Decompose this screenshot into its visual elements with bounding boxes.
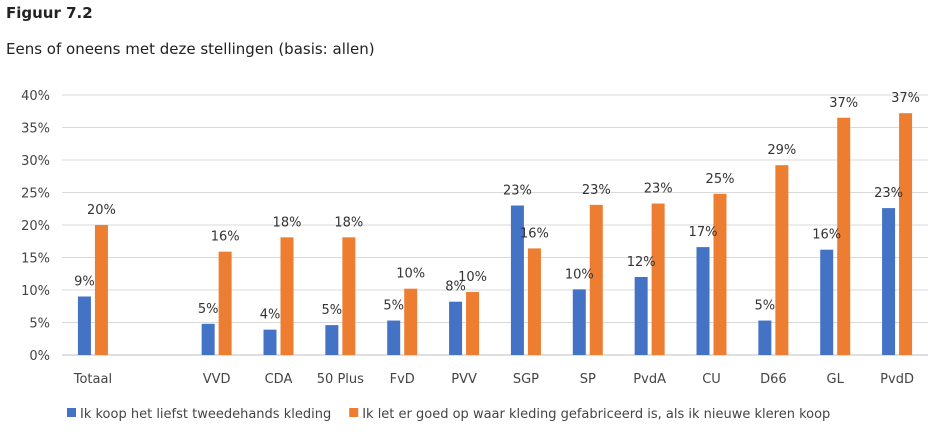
data-label: 18% (273, 215, 302, 230)
legend-label: Ik let er goed op waar kleding gefabrice… (362, 407, 830, 422)
gridlines (62, 94, 928, 356)
bar-fabricage (651, 203, 665, 355)
x-tick-label: 50 Plus (317, 372, 364, 387)
bar-fabricage (589, 204, 603, 355)
x-tick-label: Totaal (73, 372, 112, 387)
y-tick-label: 15% (21, 252, 50, 267)
data-label: 37% (891, 91, 920, 106)
bar-fabricage (899, 113, 913, 355)
y-tick-label: 30% (21, 154, 50, 169)
bar-fabricage (527, 248, 541, 355)
bar-fabricage (404, 288, 418, 355)
data-label: 16% (520, 226, 549, 241)
data-labels: 9%20%5%16%4%18%5%18%5%10%8%10%23%16%10%2… (74, 91, 920, 322)
x-tick-label: PvdA (633, 372, 666, 387)
x-axis-ticks: Totaal VVD CDA 50 Plus FvD PVV SGP SP PvdA CU D66 G… (73, 372, 914, 387)
data-label: 29% (767, 143, 796, 158)
data-label: 8% (445, 280, 466, 295)
data-label: 10% (565, 267, 594, 282)
x-tick-label: VVD (203, 372, 231, 387)
bar-tweedehands (77, 296, 91, 355)
data-label: 4% (260, 308, 281, 323)
x-tick-label: SP (580, 372, 596, 387)
legend-swatch (67, 408, 76, 417)
figure-label: Figuur 7.2 (6, 4, 93, 22)
data-label: 23% (644, 182, 673, 197)
data-label: 5% (198, 302, 219, 317)
legend-label: Ik koop het liefst tweedehands kleding (80, 407, 331, 422)
x-tick-label: CU (702, 372, 721, 387)
x-tick-label: GL (827, 372, 845, 387)
data-label: 10% (396, 267, 425, 282)
data-label: 9% (74, 275, 95, 290)
data-label: 12% (627, 255, 656, 270)
data-label: 16% (211, 230, 240, 245)
data-label: 18% (334, 215, 363, 230)
y-tick-label: 35% (21, 122, 50, 137)
data-label: 20% (87, 203, 116, 218)
bar-tweedehands (572, 289, 586, 355)
bar-tweedehands (449, 301, 463, 355)
data-label: 23% (582, 183, 611, 198)
bar-fabricage (342, 237, 356, 355)
bar-tweedehands (820, 249, 834, 355)
bar-tweedehands (882, 208, 896, 355)
y-tick-label: 25% (21, 187, 50, 202)
data-label: 23% (874, 186, 903, 201)
y-tick-label: 20% (21, 219, 50, 234)
bar-tweedehands (696, 247, 710, 355)
legend-swatch (349, 408, 359, 417)
bar-fabricage (837, 117, 851, 355)
data-label: 17% (689, 225, 718, 240)
bar-fabricage (466, 291, 480, 355)
x-tick-label: PVV (451, 372, 477, 387)
data-label: 25% (706, 172, 735, 187)
data-label: 5% (383, 299, 404, 314)
bar-tweedehands (263, 329, 277, 355)
bar-fabricage (94, 225, 108, 355)
bar-fabricage (775, 165, 789, 355)
data-label: 23% (503, 184, 532, 199)
chart-title: Eens of oneens met deze stellingen (basi… (6, 40, 375, 58)
legend: Ik koop het liefst tweedehands kleding Ik… (67, 407, 830, 422)
bar-tweedehands (510, 205, 524, 355)
y-tick-label: 40% (21, 89, 50, 104)
bar-fabricage (218, 251, 232, 355)
y-tick-label: 10% (21, 284, 50, 299)
y-axis-ticks: 0% 5% 10% 15% 20% 25% 30% 35% 40% (21, 89, 50, 364)
data-label: 5% (755, 299, 776, 314)
bar-tweedehands (325, 325, 339, 355)
bar-tweedehands (758, 320, 772, 355)
bar-fabricage (713, 193, 727, 355)
bar-tweedehands (387, 320, 401, 355)
bar-tweedehands (634, 277, 648, 355)
x-tick-label: D66 (760, 372, 787, 387)
data-label: 10% (458, 270, 487, 285)
data-label: 5% (322, 303, 343, 318)
x-tick-label: FvD (390, 372, 415, 387)
x-tick-label: PvdD (880, 372, 914, 387)
bar-tweedehands (201, 323, 215, 355)
y-tick-label: 0% (29, 349, 50, 364)
x-tick-label: SGP (513, 372, 539, 387)
data-label: 37% (829, 96, 858, 111)
y-tick-label: 5% (29, 317, 50, 332)
bar-fabricage (280, 237, 294, 355)
data-label: 16% (812, 228, 841, 243)
bars (77, 113, 913, 355)
x-tick-label: CDA (265, 372, 293, 387)
